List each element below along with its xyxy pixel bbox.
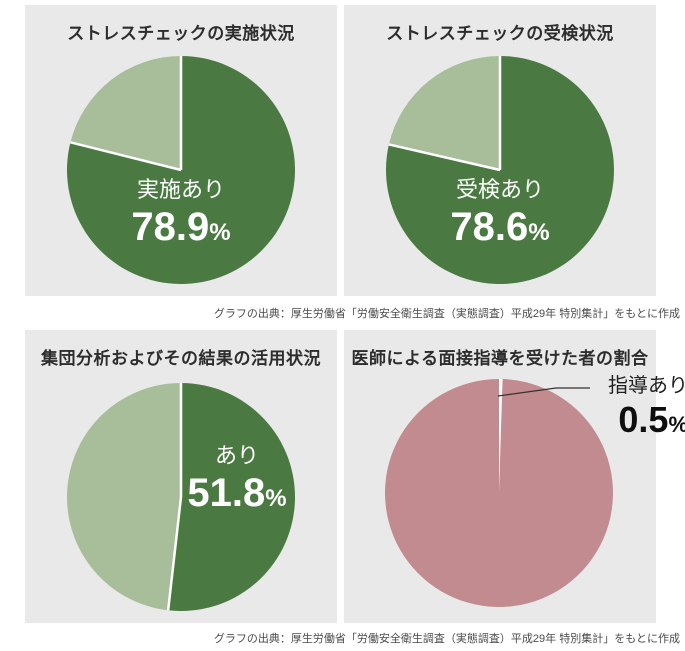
chart-title: ストレスチェックの実施状況 (67, 24, 295, 43)
pie-center-label-group: 受検あり 78.6% (450, 176, 549, 256)
pie-center-label-group: 実施あり 78.9% (131, 176, 230, 256)
pie-center-label: あり (214, 443, 260, 468)
panel-stress-check-implementation: ストレスチェックの実施状況 実施あり 78.9% (25, 5, 337, 296)
percent-sign: % (209, 219, 231, 246)
pie-center-value: 51.8% (187, 471, 287, 515)
callout-label-group: 指導あり 0.5% (608, 374, 685, 447)
panel-group-analysis: 集団分析およびその結果の活用状況 あり 51.8% (25, 330, 337, 623)
pie-center-label: 受検あり (455, 177, 545, 202)
pie-center-value: 78.9% (131, 205, 231, 249)
pie-chart-implementation (66, 56, 295, 284)
pie-center-label-group: あり 51.8% (187, 442, 286, 522)
callout-label: 指導あり (608, 375, 685, 397)
chart-title: 医師による面接指導を受けた者の割合 (351, 349, 649, 368)
pie-center-label: 実施あり (136, 177, 226, 202)
pie-chart-participation (386, 56, 614, 284)
percent-sign: % (265, 485, 287, 512)
percent-sign: % (668, 412, 685, 437)
chart-title: ストレスチェックの受検状況 (386, 24, 614, 43)
callout-value: 0.5% (608, 398, 685, 447)
panel-doctor-interview: 医師による面接指導を受けた者の割合 指導あり 0.5% (344, 330, 685, 623)
percent-sign: % (528, 219, 550, 246)
pie-chart-group-analysis (66, 383, 295, 611)
pie-chart-doctor-interview (385, 379, 613, 607)
source-caption-row2: グラフの出典：厚生労働省「労働安全衛生調査（実態調査）平成29年 特別集計」をも… (213, 633, 680, 645)
panel-stress-check-participation: ストレスチェックの受検状況 受検あり 78.6% (344, 5, 656, 296)
source-caption-row1: グラフの出典：厚生労働省「労働安全衛生調査（実態調査）平成29年 特別集計」をも… (213, 308, 680, 320)
chart-title: 集団分析およびその結果の活用状況 (41, 349, 321, 368)
pie-center-value: 78.6% (450, 205, 550, 249)
